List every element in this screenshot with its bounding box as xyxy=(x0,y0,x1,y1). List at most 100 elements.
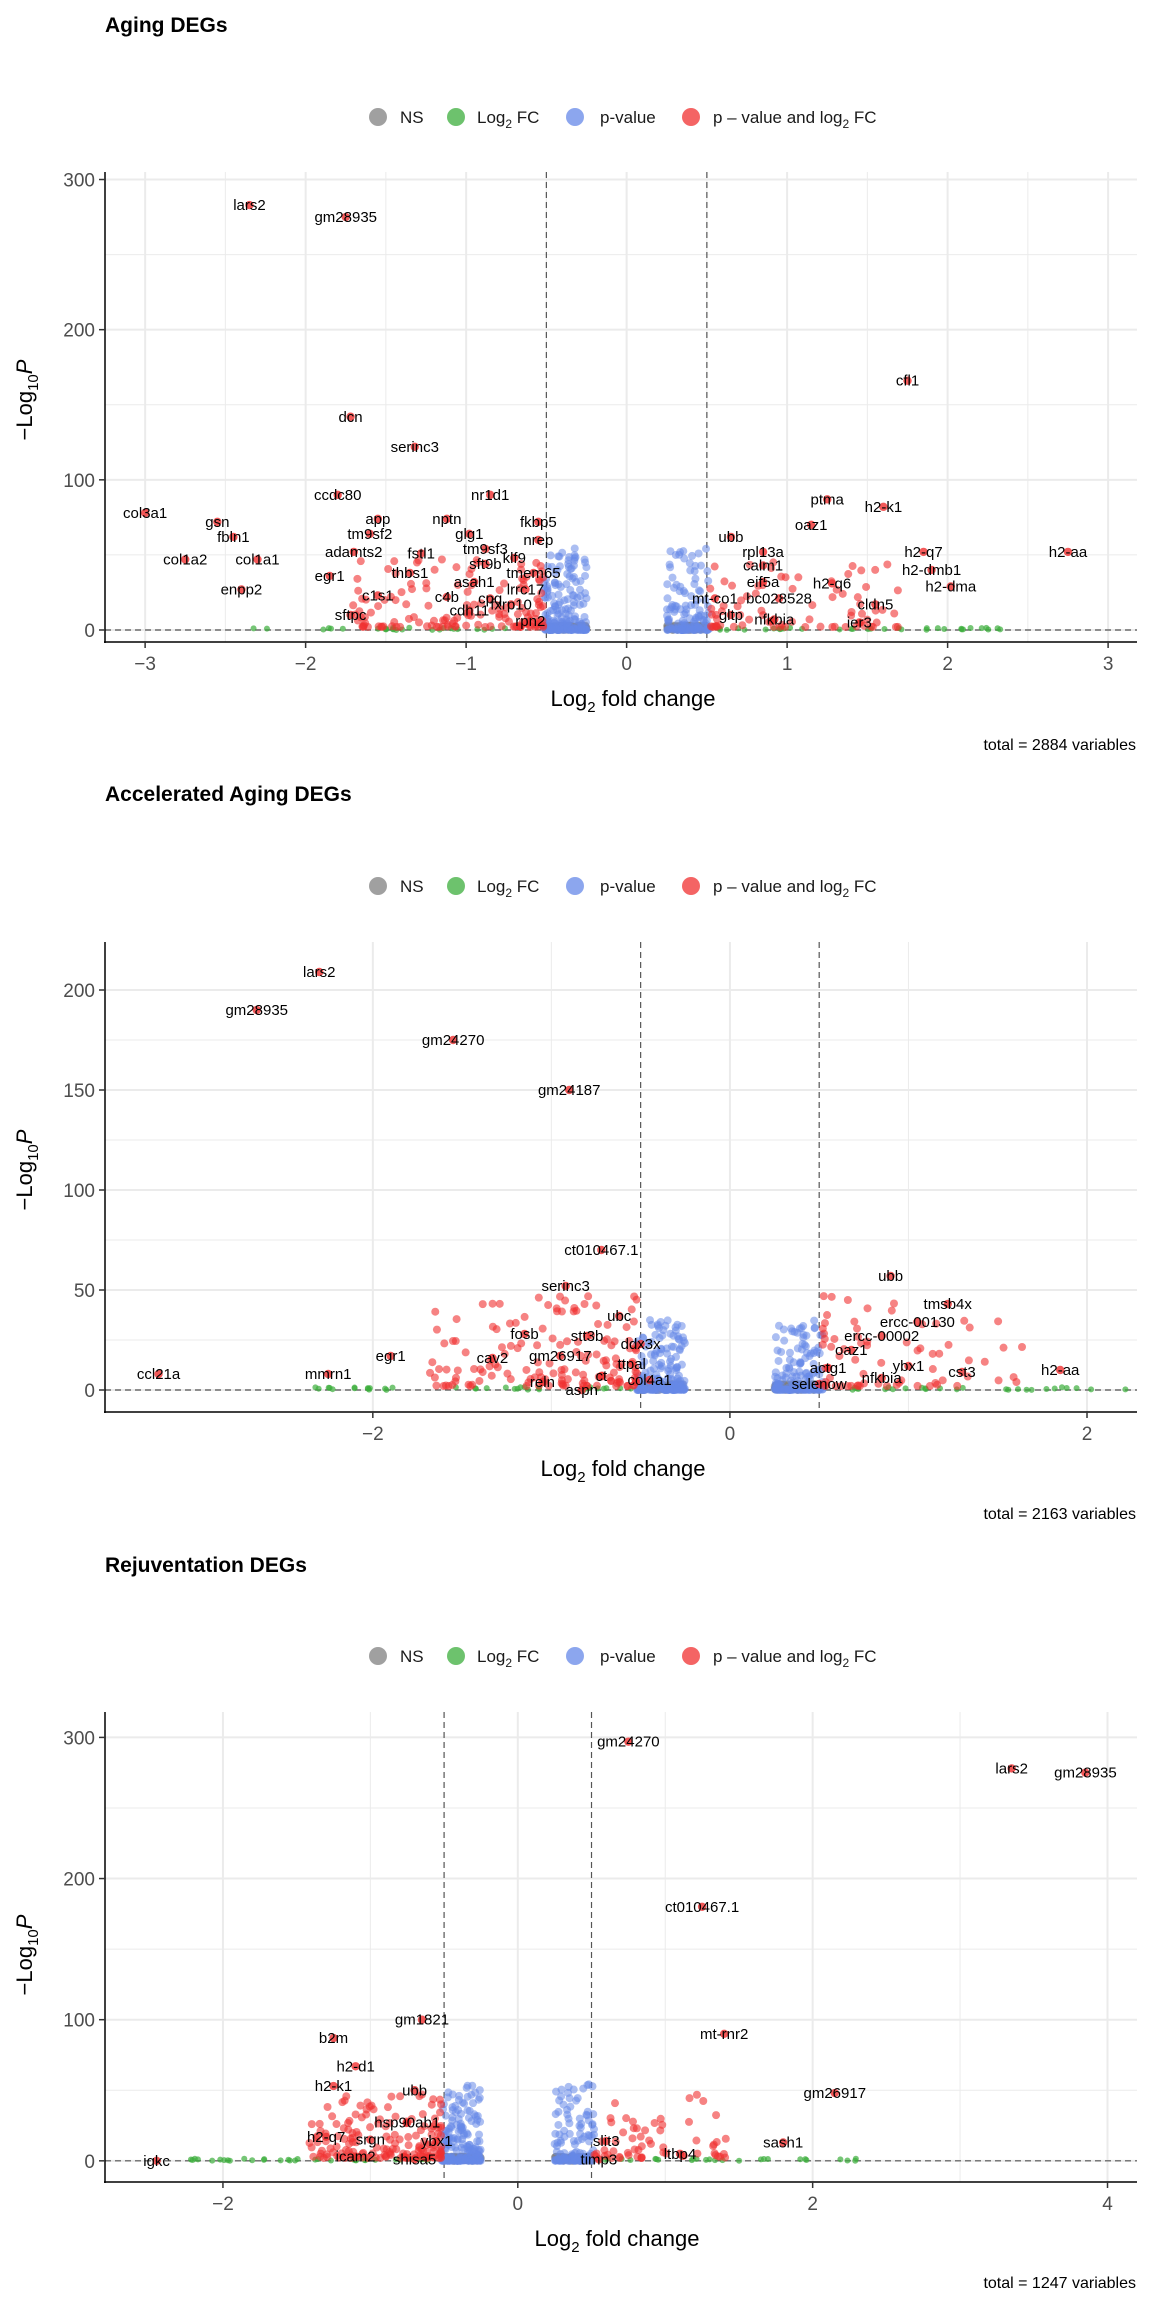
p-value-point xyxy=(794,1385,803,1394)
gene-point-mmrn1: mmrn1 xyxy=(305,1366,352,1383)
x-tick-label: −2 xyxy=(212,2194,234,2215)
p-value-point xyxy=(575,2149,584,2158)
significant-point xyxy=(816,622,825,631)
legend: NS Log2 FC p-value p – value and log2 FC xyxy=(369,877,877,900)
p-value-point xyxy=(575,585,584,594)
significant-point xyxy=(544,1301,553,1310)
gene-point-b2m: b2m xyxy=(319,2030,348,2047)
gene-point-tmem65: tmem65 xyxy=(506,565,560,582)
p-value-point xyxy=(677,625,686,634)
gene-point-dcn: dcn xyxy=(338,409,362,426)
gene-marker xyxy=(245,200,254,210)
gene-marker xyxy=(758,577,768,587)
y-tick-label: 100 xyxy=(63,471,95,492)
gene-point-ttpal: ttpal xyxy=(618,1356,646,1373)
significant-point xyxy=(307,2120,316,2129)
gene-point-gm24187: gm24187 xyxy=(538,1082,601,1099)
gene-marker xyxy=(410,2086,419,2095)
gene-marker xyxy=(373,514,383,524)
significant-point xyxy=(759,611,768,620)
p-value-point xyxy=(553,610,562,619)
legend-fc-icon xyxy=(447,1647,465,1665)
gene-marker xyxy=(943,1299,952,1309)
gene-label: mt-co1 xyxy=(692,590,738,607)
gene-point-col4a1: col4a1 xyxy=(627,1372,671,1389)
significant-point xyxy=(630,2145,639,2154)
gene-point-h2-dmb1: h2-dmb1 xyxy=(902,562,961,579)
significant-point xyxy=(505,1319,514,1328)
gene-point-mt-rnr2: mt-rnr2 xyxy=(700,2026,748,2043)
gene-marker xyxy=(615,1311,624,1321)
fc-point xyxy=(736,2157,743,2164)
significant-point xyxy=(428,1358,437,1367)
p-value-point xyxy=(676,582,685,591)
significant-point xyxy=(963,1372,972,1381)
gene-label: egr1 xyxy=(315,568,345,585)
panel-rejuvenation: Rejuventation DEGs NS Log2 FC p-value p … xyxy=(12,1554,1136,2292)
p-value-point xyxy=(774,1356,783,1365)
significant-point xyxy=(745,615,754,624)
p-value-point xyxy=(475,2130,484,2139)
gene-label: ltbp4 xyxy=(664,2146,697,2163)
p-value-point xyxy=(638,1361,647,1370)
significant-point xyxy=(847,611,856,620)
gene-marker xyxy=(333,490,342,500)
y-tick-label: 300 xyxy=(63,171,95,192)
svg-text:−Log10P: −Log10P xyxy=(12,359,42,440)
fc-point xyxy=(600,1385,607,1392)
significant-point xyxy=(964,1356,973,1365)
fc-point xyxy=(511,1385,518,1392)
significant-point xyxy=(584,1292,593,1301)
legend-p-label: p-value xyxy=(600,877,656,896)
significant-point xyxy=(436,2150,445,2159)
significant-point xyxy=(878,605,887,614)
p-value-point xyxy=(567,564,576,573)
significant-point xyxy=(390,557,399,566)
gene-label: ubc xyxy=(607,1308,632,1325)
significant-point xyxy=(563,1375,572,1384)
significant-point xyxy=(721,2134,730,2143)
significant-point xyxy=(711,610,720,619)
p-value-point xyxy=(581,2153,590,2162)
p-value-point xyxy=(475,2137,484,2146)
significant-point xyxy=(453,580,462,589)
gene-label: srgn xyxy=(356,2132,385,2149)
gene-point-h2-q7: h2-q7 xyxy=(904,544,942,561)
significant-point xyxy=(392,622,401,631)
gene-marker xyxy=(675,2149,685,2158)
plot-area: gm24270 lars2 gm28935 ct010467.1 gm1821 mt-rn… xyxy=(63,1712,1137,2215)
significant-point xyxy=(769,558,778,567)
gene-point-cpq: cpq xyxy=(478,590,502,607)
p-value-point xyxy=(550,579,559,588)
gene-marker xyxy=(913,1317,922,1327)
gene-marker xyxy=(465,529,474,539)
significant-point xyxy=(466,1381,475,1390)
gene-label: nptn xyxy=(432,511,461,528)
gene-marker xyxy=(823,1363,833,1373)
gene-point-h2-aa: h2-aa xyxy=(1049,544,1088,561)
significant-point xyxy=(430,2114,439,2123)
x-tick-label: −2 xyxy=(295,654,317,675)
gene-point-gsn: gsn xyxy=(205,514,229,531)
y-tick-label: 300 xyxy=(63,1728,95,1749)
significant-point xyxy=(431,1307,440,1316)
gene-marker xyxy=(904,1361,913,1371)
p-value-point xyxy=(659,1326,668,1335)
p-value-point xyxy=(551,569,560,578)
gene-label: lars2 xyxy=(995,1760,1028,1777)
fc-point xyxy=(1023,1386,1030,1393)
gene-label: eif5a xyxy=(747,574,780,591)
significant-point xyxy=(315,2119,324,2128)
significant-point xyxy=(532,558,541,567)
significant-point xyxy=(632,1346,641,1355)
significant-point xyxy=(631,1367,640,1376)
gene-point-tmsb4x: tmsb4x xyxy=(924,1296,973,1313)
significant-point xyxy=(432,1325,441,1334)
significant-point xyxy=(571,1368,580,1377)
gene-marker xyxy=(710,594,720,603)
gene-marker xyxy=(325,571,334,581)
significant-point xyxy=(578,1379,587,1388)
significant-point xyxy=(933,1380,942,1389)
gene-marker xyxy=(481,544,490,554)
significant-point xyxy=(832,585,841,594)
